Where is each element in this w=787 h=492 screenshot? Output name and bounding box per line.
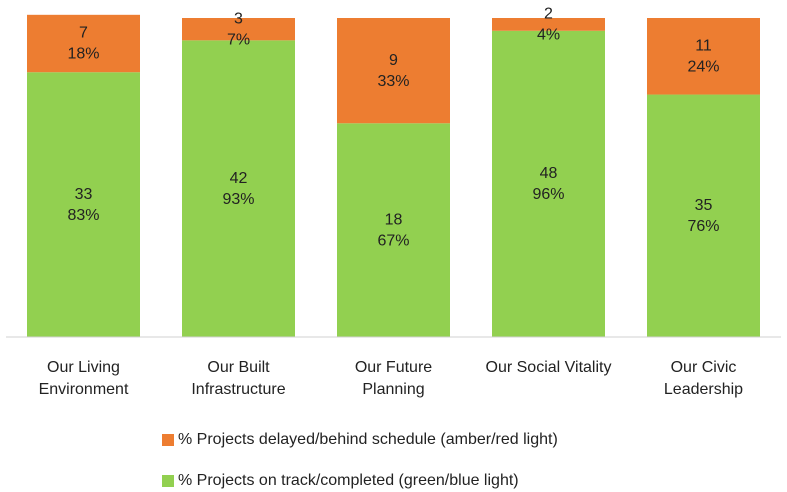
value-label: 18% (67, 46, 99, 63)
value-label: 7% (227, 31, 250, 48)
x-tick-label: Our Living (47, 359, 120, 376)
count-label: 33 (75, 186, 93, 203)
value-label: 96% (532, 186, 564, 203)
bar-segment (492, 30, 605, 337)
count-label: 48 (540, 165, 558, 182)
count-label: 11 (695, 37, 712, 54)
count-label: 7 (79, 25, 88, 42)
count-label: 3 (234, 10, 243, 27)
x-tick-label: Leadership (664, 381, 743, 398)
legend-label: % Projects delayed/behind schedule (ambe… (178, 431, 558, 448)
count-label: 18 (385, 211, 403, 228)
value-label: 76% (687, 218, 719, 235)
bar-segment (27, 72, 140, 337)
legend-swatch (162, 434, 174, 446)
x-tick-label: Infrastructure (191, 381, 285, 398)
count-label: 35 (695, 197, 713, 214)
bar-segment (337, 123, 450, 338)
count-label: 2 (544, 6, 553, 23)
x-tick-label: Our Civic (671, 359, 737, 376)
x-tick-label: Our Social Vitality (486, 359, 612, 376)
value-label: 93% (222, 191, 254, 208)
x-tick-label: Our Future (355, 359, 432, 376)
bar-segment (182, 18, 295, 41)
value-label: 67% (377, 232, 409, 249)
count-label: 42 (230, 170, 248, 187)
bar-segment (647, 18, 760, 95)
x-tick-label: Our Built (207, 359, 270, 376)
bar-segment (492, 18, 605, 31)
legend-swatch (162, 475, 174, 487)
value-label: 24% (687, 58, 719, 75)
value-label: 4% (537, 27, 560, 44)
legend-label: % Projects on track/completed (green/blu… (178, 472, 519, 489)
value-label: 33% (377, 73, 409, 90)
bar-segment (182, 40, 295, 338)
value-label: 83% (67, 207, 99, 224)
x-tick-label: Planning (362, 381, 424, 398)
count-label: 9 (389, 52, 398, 69)
bar-segment (27, 14, 140, 73)
bar-segment (337, 18, 450, 124)
bar-segment (647, 94, 760, 337)
x-tick-label: Environment (39, 381, 129, 398)
